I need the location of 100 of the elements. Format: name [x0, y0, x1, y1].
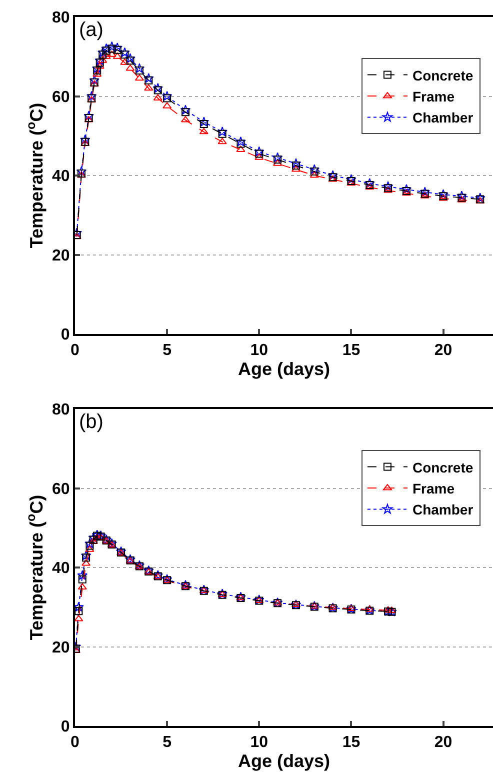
- point: [162, 90, 172, 101]
- y-tick-label: 20: [52, 247, 70, 264]
- point: [456, 190, 467, 201]
- x-tick-label: 10: [250, 342, 268, 360]
- point: [180, 580, 191, 590]
- point: [98, 50, 107, 59]
- x-tick-label: 20: [434, 342, 452, 360]
- point: [272, 152, 283, 162]
- point: [420, 186, 430, 197]
- point: [218, 130, 226, 138]
- point: [254, 146, 264, 156]
- point: [125, 53, 136, 64]
- point: [94, 55, 106, 66]
- point: [144, 73, 154, 83]
- point: [78, 583, 87, 590]
- point: [92, 63, 102, 73]
- point: [89, 75, 100, 85]
- x-axis-title: Age (days): [238, 359, 330, 380]
- point: [236, 136, 246, 146]
- point: [106, 41, 117, 52]
- point: [80, 134, 90, 144]
- point: [101, 43, 112, 54]
- point: [80, 550, 92, 560]
- legend-label: Chamber: [412, 502, 474, 518]
- point: [78, 575, 86, 584]
- y-tick-label: 60: [52, 480, 70, 498]
- point: [328, 170, 338, 180]
- point: [112, 42, 123, 52]
- point: [76, 166, 87, 176]
- point: [144, 84, 154, 91]
- point: [200, 120, 208, 128]
- point: [108, 44, 116, 53]
- point: [102, 46, 110, 55]
- point: [97, 47, 108, 58]
- point: [82, 554, 90, 562]
- point: [180, 104, 191, 115]
- y-tick-label: 40: [52, 168, 70, 186]
- point: [134, 74, 144, 81]
- point: [154, 86, 162, 94]
- point: [364, 178, 375, 188]
- point: [474, 192, 486, 203]
- point: [382, 181, 394, 192]
- point: [86, 90, 97, 101]
- point: [346, 174, 356, 184]
- annotation: (b): [79, 411, 104, 433]
- y-tick-label: 80: [52, 10, 70, 27]
- point: [199, 128, 208, 134]
- y-tick-label: 40: [52, 560, 70, 578]
- y-tick-label: 0: [60, 326, 70, 344]
- point: [120, 47, 130, 58]
- point: [152, 82, 164, 93]
- point: [163, 94, 172, 102]
- point: [84, 110, 94, 121]
- y-tick-label: 20: [52, 639, 70, 656]
- point: [255, 150, 264, 158]
- point: [309, 164, 320, 174]
- point: [134, 63, 145, 73]
- x-tick-label: 10: [250, 734, 268, 752]
- point: [75, 615, 84, 622]
- point: [93, 66, 102, 74]
- point: [96, 58, 104, 67]
- legend-label: Concrete: [412, 67, 474, 84]
- point: [75, 607, 83, 616]
- point: [86, 542, 94, 550]
- point: [120, 50, 129, 59]
- point: [438, 189, 448, 199]
- y-tick-label: 0: [60, 718, 70, 736]
- legend-label: Frame: [412, 88, 455, 104]
- point: [126, 56, 134, 65]
- point: [181, 108, 190, 116]
- annotation: (a): [79, 19, 104, 41]
- point: [77, 570, 88, 580]
- point: [162, 574, 172, 584]
- legend-label: Chamber: [412, 110, 474, 126]
- point: [218, 138, 227, 144]
- point: [217, 126, 228, 136]
- point: [292, 162, 300, 170]
- x-axis-title: Age (days): [238, 751, 330, 772]
- point: [92, 70, 102, 77]
- point: [135, 66, 144, 74]
- point: [113, 46, 122, 54]
- x-tick-label: 15: [342, 734, 360, 752]
- point: [290, 158, 302, 168]
- point: [401, 184, 412, 194]
- x-tick-label: 5: [162, 734, 172, 752]
- x-tick-label: 20: [434, 734, 452, 752]
- point: [402, 189, 411, 196]
- x-tick-label: 5: [162, 342, 172, 360]
- legend-label: Frame: [412, 480, 455, 496]
- y-tick-label: 80: [52, 402, 70, 419]
- point: [198, 116, 210, 126]
- legend-label: Concrete: [412, 459, 474, 476]
- x-tick-label: 15: [342, 342, 360, 360]
- point: [144, 76, 153, 84]
- point: [310, 168, 318, 176]
- point: [274, 156, 282, 164]
- point: [402, 186, 410, 195]
- y-tick-label: 60: [52, 88, 70, 106]
- point: [236, 140, 245, 148]
- point: [84, 538, 95, 548]
